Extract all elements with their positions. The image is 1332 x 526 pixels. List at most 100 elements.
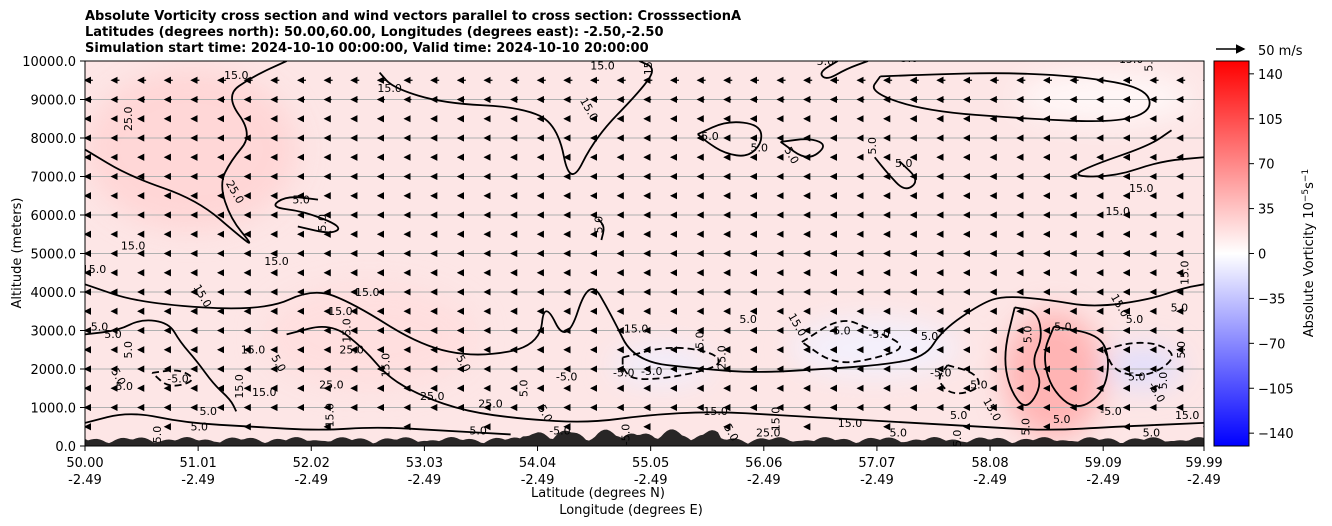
contour-label: 5.0 bbox=[817, 55, 835, 68]
contour-label: 15.0 bbox=[769, 407, 782, 432]
x-tick-label-lon: -2.49 bbox=[1187, 473, 1221, 488]
contour-label: 5.0 bbox=[1054, 321, 1072, 334]
contour-label: 25.0 bbox=[478, 398, 503, 411]
contour-label: 15.0 bbox=[838, 417, 863, 430]
colorbar-tick-label: 35 bbox=[1258, 203, 1275, 218]
contour-label: 5.0 bbox=[1053, 413, 1071, 426]
contour-label: 5.0 bbox=[739, 313, 757, 326]
x-tick-label-lon: -2.49 bbox=[68, 473, 102, 488]
colorbar-tick-label: 105 bbox=[1258, 113, 1283, 128]
contour-label: 15.0 bbox=[264, 255, 289, 268]
contour-label: 15.0 bbox=[241, 344, 266, 357]
x-tick-label-lat: 51.01 bbox=[180, 456, 217, 471]
x-tick-label-lat: 58.08 bbox=[971, 456, 1008, 471]
contour-label: 15.0 bbox=[340, 318, 353, 343]
contour-label: 15.0 bbox=[121, 240, 146, 253]
x-tick-label-lon: -2.49 bbox=[408, 473, 442, 488]
y-tick-label: 9000.0 bbox=[31, 94, 77, 109]
x-tick-label-lon: -2.49 bbox=[634, 473, 668, 488]
y-tick-label: 6000.0 bbox=[31, 209, 77, 224]
contour-label: -5.0 bbox=[641, 365, 662, 378]
colorbar-label-unit: s bbox=[1302, 182, 1317, 189]
vorticity-region bbox=[85, 68, 298, 231]
contour-line bbox=[1004, 306, 1042, 406]
y-tick-label: 3000.0 bbox=[31, 325, 77, 340]
colorbar-label-exponent: −5 bbox=[1301, 189, 1311, 202]
contour-label: -5.0 bbox=[868, 328, 889, 341]
contour-label: 15.0 bbox=[1175, 409, 1200, 422]
contour-label: 5.0 bbox=[91, 321, 109, 334]
colorbar-label: Absolute Vorticity 10−5s−1 bbox=[1301, 169, 1317, 337]
x-tick-label-lat: 52.02 bbox=[293, 456, 330, 471]
chart-title-line-2: Latitudes (degrees north): 50.00,60.00, … bbox=[85, 25, 664, 40]
contour-label: 5.0 bbox=[292, 193, 310, 206]
contour-line bbox=[85, 319, 238, 412]
contour-label: 5.0 bbox=[199, 405, 217, 418]
x-tick-label-lon: -2.49 bbox=[860, 473, 894, 488]
contour-label: -5.0 bbox=[613, 367, 634, 380]
contour-label: 25.0 bbox=[339, 344, 364, 357]
contour-label: 25.0 bbox=[420, 390, 445, 403]
x-tick-label-lon: -2.49 bbox=[973, 473, 1007, 488]
contour-line bbox=[1044, 325, 1109, 407]
x-tick-label-lat: 57.07 bbox=[858, 456, 895, 471]
contour-line bbox=[85, 61, 287, 244]
contour-label: 15.0 bbox=[224, 69, 249, 82]
contour-label: 5.0 bbox=[950, 409, 968, 422]
contour-label: 5.0 bbox=[115, 380, 133, 393]
colorbar-tick-label: 70 bbox=[1258, 158, 1275, 173]
contour-label: 15.0 bbox=[380, 353, 393, 378]
vorticity-region bbox=[1014, 72, 1194, 123]
x-tick-label-lat: 56.06 bbox=[745, 456, 782, 471]
contour-label: 5.0 bbox=[1143, 426, 1161, 439]
y-tick-label: 10000.0 bbox=[22, 55, 76, 70]
contour-label: 25.0 bbox=[716, 345, 729, 370]
contour-label: 15.0 bbox=[1178, 261, 1191, 286]
x-tick-label-lon: -2.49 bbox=[181, 473, 215, 488]
y-tick-label: 5000.0 bbox=[31, 248, 77, 263]
contour-label: 15.0 bbox=[328, 305, 353, 318]
x-axis-label-latitude: Latitude (degrees N) bbox=[531, 486, 665, 501]
contour-label: 5.0 bbox=[701, 130, 719, 143]
y-tick-label: 7000.0 bbox=[31, 171, 77, 186]
colorbar-tick-label: −35 bbox=[1258, 292, 1285, 307]
contour-label: -5.0 bbox=[693, 331, 706, 352]
contour-label: 15.0 bbox=[324, 403, 337, 428]
contour-label: -5.0 bbox=[619, 424, 632, 445]
contour-label: 5.0 bbox=[151, 426, 164, 444]
quiver-key-label: 50 m/s bbox=[1258, 44, 1303, 59]
contour-label: 25.0 bbox=[122, 107, 135, 132]
contour-line bbox=[597, 218, 605, 241]
contour-line bbox=[872, 72, 1151, 123]
y-tick-label: 2000.0 bbox=[31, 363, 77, 378]
contour-label: 15.0 bbox=[1129, 182, 1154, 195]
chart-title-line-1: Absolute Vorticity cross section and win… bbox=[85, 9, 742, 24]
x-axis-label-longitude: Longitude (degrees E) bbox=[559, 503, 703, 518]
contour-label: 5.0 bbox=[889, 426, 907, 439]
contour-line bbox=[873, 156, 917, 190]
x-tick-label-lat: 54.04 bbox=[519, 456, 556, 471]
y-tick-label: 1000.0 bbox=[31, 402, 77, 417]
contour-label: 5.0 bbox=[122, 341, 135, 359]
contour-label: 5.0 bbox=[751, 141, 769, 154]
x-tick-label-lon: -2.49 bbox=[294, 473, 328, 488]
contour-label: 5.0 bbox=[1171, 301, 1189, 314]
chart-title-line-3: Simulation start time: 2024-10-10 00:00:… bbox=[85, 41, 649, 56]
contour-line bbox=[85, 283, 1204, 373]
contour-label: 5.0 bbox=[951, 430, 964, 448]
colorbar-tick-label: −140 bbox=[1258, 427, 1294, 442]
colorbar-label-text: Absolute Vorticity 10 bbox=[1302, 202, 1317, 337]
contour-label: 5.0 bbox=[1157, 372, 1170, 390]
contour-label: 5.0 bbox=[316, 214, 329, 232]
colorbar-tick-label: −70 bbox=[1258, 337, 1285, 352]
y-axis-label: Altitude (meters) bbox=[10, 198, 25, 309]
contour-label: -5.0 bbox=[556, 371, 577, 384]
contour-label: 15.0 bbox=[1106, 205, 1131, 218]
contour-label: -5.0 bbox=[930, 367, 951, 380]
colorbar bbox=[1213, 60, 1250, 447]
contour-label: 5.0 bbox=[1142, 54, 1155, 72]
contour-label: 15.0 bbox=[233, 374, 246, 399]
contour-label: 5.0 bbox=[1019, 418, 1032, 436]
y-tick-label: 8000.0 bbox=[31, 132, 77, 147]
contour-line bbox=[938, 364, 980, 395]
